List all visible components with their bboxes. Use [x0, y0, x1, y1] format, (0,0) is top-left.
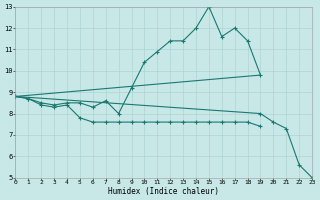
X-axis label: Humidex (Indice chaleur): Humidex (Indice chaleur): [108, 187, 219, 196]
